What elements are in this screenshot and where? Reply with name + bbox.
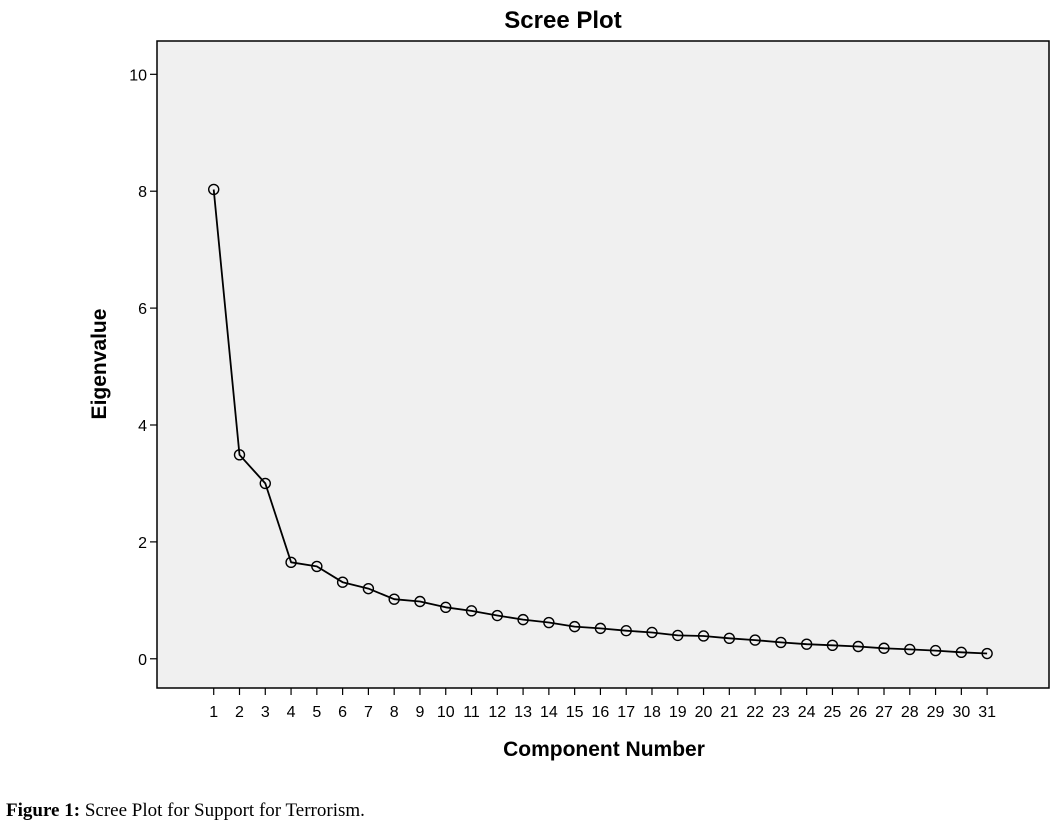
chart-title: Scree Plot — [504, 7, 621, 34]
data-point-4 — [285, 556, 297, 569]
x-tick-label-6: 6 — [338, 704, 347, 721]
y-tick-label-2: 2 — [138, 535, 147, 552]
eigenvalue-series — [208, 183, 993, 660]
x-tick-label-10: 10 — [437, 704, 455, 721]
x-tick-label-4: 4 — [287, 704, 296, 721]
x-tick-label-18: 18 — [643, 704, 661, 721]
data-point-17 — [620, 625, 632, 637]
data-point-19 — [672, 629, 684, 642]
y-tick-label-4: 4 — [138, 418, 147, 435]
data-point-15 — [568, 620, 581, 633]
x-tick-label-20: 20 — [695, 704, 713, 721]
y-axis-title: Eigenvalue — [88, 309, 111, 420]
data-point-12 — [491, 609, 504, 622]
x-tick-label-9: 9 — [416, 704, 425, 721]
data-point-28 — [904, 643, 916, 656]
x-tick-label-15: 15 — [566, 704, 584, 721]
data-point-6 — [336, 576, 349, 588]
data-point-24 — [800, 638, 813, 650]
x-tick-label-8: 8 — [390, 704, 399, 721]
y-tick-label-8: 8 — [138, 184, 147, 201]
x-tick-label-2: 2 — [235, 704, 244, 721]
data-point-16 — [594, 622, 607, 635]
data-point-5 — [311, 560, 323, 573]
x-tick-label-30: 30 — [952, 704, 970, 721]
y-tick-label-0: 0 — [138, 652, 147, 669]
series-line — [212, 189, 988, 655]
x-tick-label-27: 27 — [875, 704, 893, 721]
x-tick-label-26: 26 — [849, 704, 867, 721]
data-point-26 — [852, 640, 864, 653]
x-tick-label-21: 21 — [720, 704, 738, 721]
x-tick-label-1: 1 — [209, 704, 218, 721]
x-tick-label-7: 7 — [364, 704, 373, 721]
data-point-3 — [259, 477, 271, 490]
x-tick-label-11: 11 — [463, 704, 480, 721]
data-point-21 — [723, 632, 736, 645]
x-tick-label-23: 23 — [772, 704, 790, 721]
data-point-22 — [749, 634, 761, 646]
x-tick-label-3: 3 — [261, 704, 270, 721]
y-axis: 0 2 4 6 8 10 — [129, 67, 157, 669]
x-tick-label-31: 31 — [978, 704, 996, 721]
x-tick-label-28: 28 — [901, 704, 919, 721]
data-point-18 — [646, 626, 658, 639]
y-tick-label-6: 6 — [138, 301, 147, 318]
data-point-30 — [955, 646, 968, 659]
x-tick-label-14: 14 — [540, 704, 558, 721]
data-point-29 — [929, 644, 942, 657]
x-tick-label-22: 22 — [746, 704, 764, 721]
x-tick-label-13: 13 — [514, 704, 532, 721]
data-point-23 — [775, 636, 787, 649]
data-point-9 — [414, 595, 426, 608]
x-axis: 1 2 3 4 5 6 7 8 9 10 11 12 13 14 15 16 17 18 19 20 21 22 23 24 2… — [209, 688, 996, 721]
data-point-25 — [826, 639, 839, 652]
x-tick-label-16: 16 — [592, 704, 610, 721]
data-point-10 — [440, 601, 452, 614]
data-point-1 — [208, 183, 220, 196]
x-tick-label-25: 25 — [824, 704, 842, 721]
x-tick-label-19: 19 — [669, 704, 687, 721]
figure-caption: Figure 1: Scree Plot for Support for Ter… — [6, 800, 365, 822]
data-point-2 — [233, 449, 246, 461]
y-tick-label-10: 10 — [129, 67, 147, 84]
data-point-31 — [981, 647, 993, 660]
data-point-8 — [388, 593, 400, 605]
data-point-27 — [878, 642, 890, 654]
data-point-11 — [465, 605, 478, 617]
x-tick-label-5: 5 — [312, 704, 321, 721]
data-point-20 — [697, 630, 710, 642]
figure-caption-label: Figure 1: — [6, 800, 81, 821]
x-tick-label-24: 24 — [798, 704, 816, 721]
plot-area — [156, 40, 1050, 689]
x-tick-label-12: 12 — [488, 704, 506, 721]
x-tick-label-17: 17 — [617, 704, 635, 721]
data-point-7 — [362, 582, 375, 595]
x-axis-title: Component Number — [503, 738, 705, 761]
data-point-14 — [543, 616, 555, 629]
data-point-13 — [517, 613, 529, 626]
figure-caption-text: Scree Plot for Support for Terrorism. — [80, 800, 365, 821]
x-tick-label-29: 29 — [927, 704, 945, 721]
